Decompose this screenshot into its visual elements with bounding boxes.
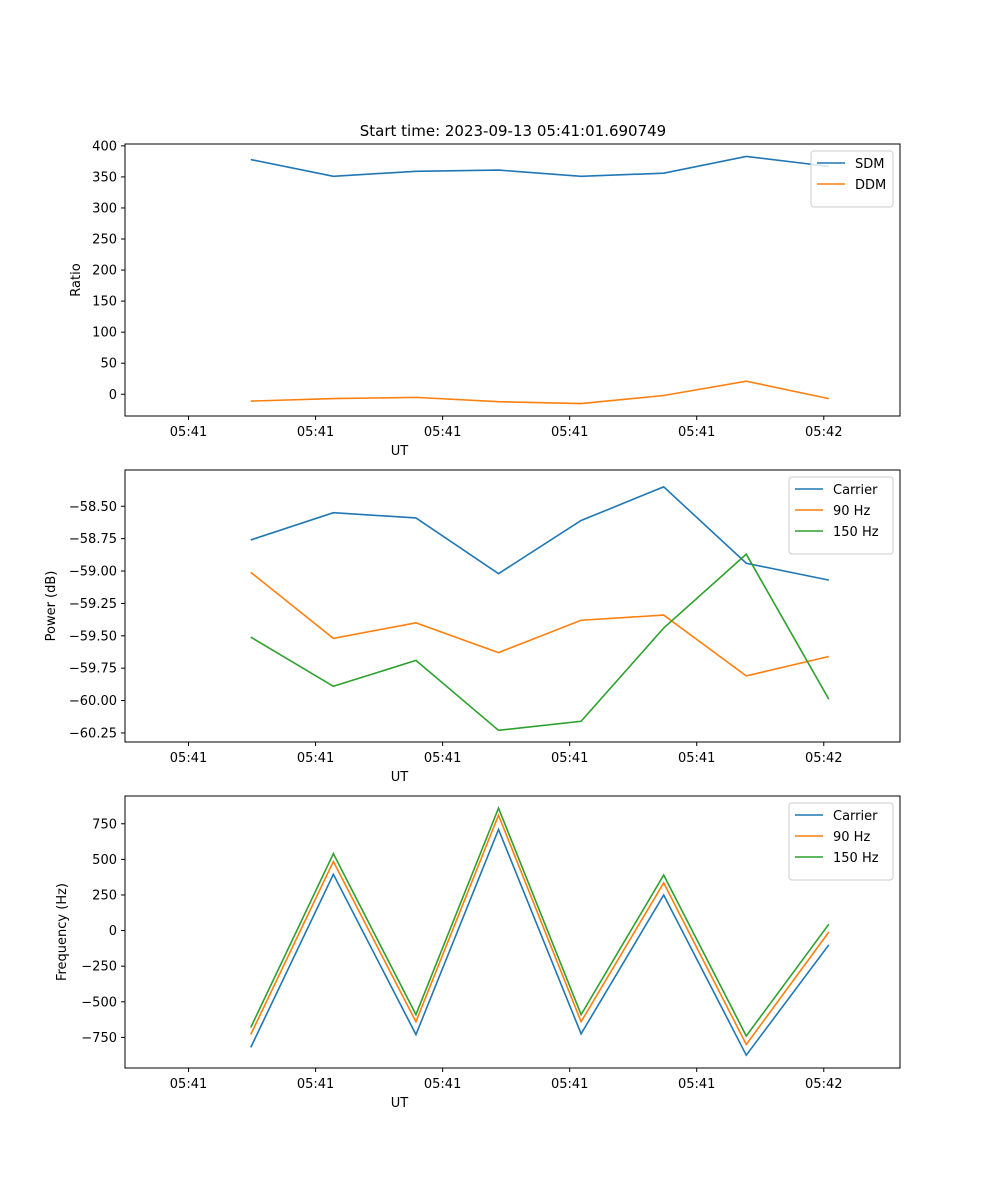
power-y-tick-label-1: −58.75 [69, 532, 117, 547]
frequency-axes-frame [124, 795, 901, 1069]
power-series-line-0 [250, 485, 830, 581]
ratio-x-axis-label: UT [391, 444, 409, 459]
frequency-y-tick-label-4: −250 [81, 960, 117, 975]
ratio-x-tick-label-1: 05:41 [297, 425, 334, 440]
frequency-x-axis-label: UT [391, 1096, 409, 1111]
frequency-y-tick-label-2: 250 [92, 888, 117, 903]
frequency-y-tick-label-6: −750 [81, 1031, 117, 1046]
power-y-tick-label-5: −59.75 [69, 662, 117, 677]
power-legend-label-2: 150 Hz [833, 525, 879, 540]
ratio-y-tick-label-0: 0 [109, 388, 117, 403]
power-y-tick-label-2: −59.00 [69, 565, 117, 580]
power-x-tick-label-5: 05:42 [805, 751, 842, 766]
power-y-axis-label: Power (dB) [44, 571, 59, 642]
ratio-x-tick-label-0: 05:41 [170, 425, 207, 440]
ratio-y-tick-label-6: 300 [92, 201, 117, 216]
power-series-line-2 [250, 552, 830, 732]
power-axes-frame [124, 469, 901, 743]
ratio-y-axis-label: Ratio [69, 263, 84, 296]
frequency-x-tick-label-4: 05:41 [678, 1077, 715, 1092]
frequency-series-line-1 [250, 813, 830, 1047]
power-x-tick-label-4: 05:41 [678, 751, 715, 766]
frequency-legend-label-0: Carrier [833, 809, 878, 824]
frequency-series-line-0 [250, 827, 830, 1057]
frequency-x-tick-label-1: 05:41 [297, 1077, 334, 1092]
ratio-y-tick-label-4: 200 [92, 264, 117, 279]
figure-title: Start time: 2023-09-13 05:41:01.690749 [360, 122, 666, 140]
ratio-legend: SDM DDM [810, 150, 894, 208]
ratio-y-tick-label-3: 150 [92, 295, 117, 310]
ratio-y-tick-label-2: 100 [92, 326, 117, 341]
ratio-y-tick-label-5: 250 [92, 233, 117, 248]
frequency-legend: Carrier 90 Hz 150 Hz [788, 802, 894, 881]
frequency-series-line-2 [250, 805, 830, 1038]
frequency-legend-label-1: 90 Hz [833, 830, 870, 845]
ratio-x-tick-label-4: 05:41 [678, 425, 715, 440]
frequency-legend-label-2: 150 Hz [833, 851, 879, 866]
ratio-legend-label-1: DDM [855, 178, 886, 193]
frequency-panel: 05:41 05:41 05:41 05:41 05:41 05:42 750 500 250 0… [55, 795, 901, 1111]
power-y-tick-label-3: −59.25 [69, 597, 117, 612]
ratio-x-tick-label-5: 05:42 [805, 425, 842, 440]
power-y-tick-label-4: −59.50 [69, 629, 117, 644]
frequency-legend-box [788, 802, 894, 881]
ratio-y-tick-label-1: 50 [100, 357, 117, 372]
frequency-x-tick-label-0: 05:41 [170, 1077, 207, 1092]
frequency-y-tick-label-1: 500 [92, 853, 117, 868]
power-panel: 05:41 05:41 05:41 05:41 05:41 05:42 −58.50 −58.… [44, 469, 901, 785]
ratio-panel: 05:41 05:41 05:41 05:41 05:41 05:42 0 50 100 150 2… [69, 139, 901, 459]
power-y-tick-label-0: −58.50 [69, 500, 117, 515]
frequency-x-tick-label-5: 05:42 [805, 1077, 842, 1092]
ratio-legend-label-0: SDM [855, 157, 884, 172]
frequency-x-tick-label-2: 05:41 [424, 1077, 461, 1092]
power-x-axis-label: UT [391, 770, 409, 785]
ratio-legend-box [810, 150, 894, 208]
frequency-y-tick-label-5: −500 [81, 995, 117, 1010]
power-y-tick-label-6: −60.00 [69, 694, 117, 709]
frequency-x-tick-label-3: 05:41 [551, 1077, 588, 1092]
power-series-line-1 [250, 571, 830, 677]
ratio-series-line-1 [250, 380, 830, 405]
frequency-y-tick-label-0: 750 [92, 817, 117, 832]
ratio-y-tick-label-7: 350 [92, 170, 117, 185]
ratio-series-line-0 [250, 155, 829, 178]
power-y-tick-label-7: −60.25 [69, 726, 117, 741]
power-legend-label-1: 90 Hz [833, 504, 870, 519]
power-legend-box [788, 476, 894, 555]
power-x-tick-label-1: 05:41 [297, 751, 334, 766]
ratio-axes-frame [124, 143, 901, 417]
frequency-y-axis-label: Frequency (Hz) [55, 883, 70, 981]
power-x-tick-label-3: 05:41 [551, 751, 588, 766]
power-legend: Carrier 90 Hz 150 Hz [788, 476, 894, 555]
ratio-x-tick-label-2: 05:41 [424, 425, 461, 440]
ratio-y-tick-label-8: 400 [92, 139, 117, 154]
power-x-tick-label-2: 05:41 [424, 751, 461, 766]
frequency-y-tick-label-3: 0 [109, 924, 117, 939]
power-x-tick-label-0: 05:41 [170, 751, 207, 766]
ratio-x-tick-label-3: 05:41 [551, 425, 588, 440]
power-legend-label-0: Carrier [833, 483, 878, 498]
